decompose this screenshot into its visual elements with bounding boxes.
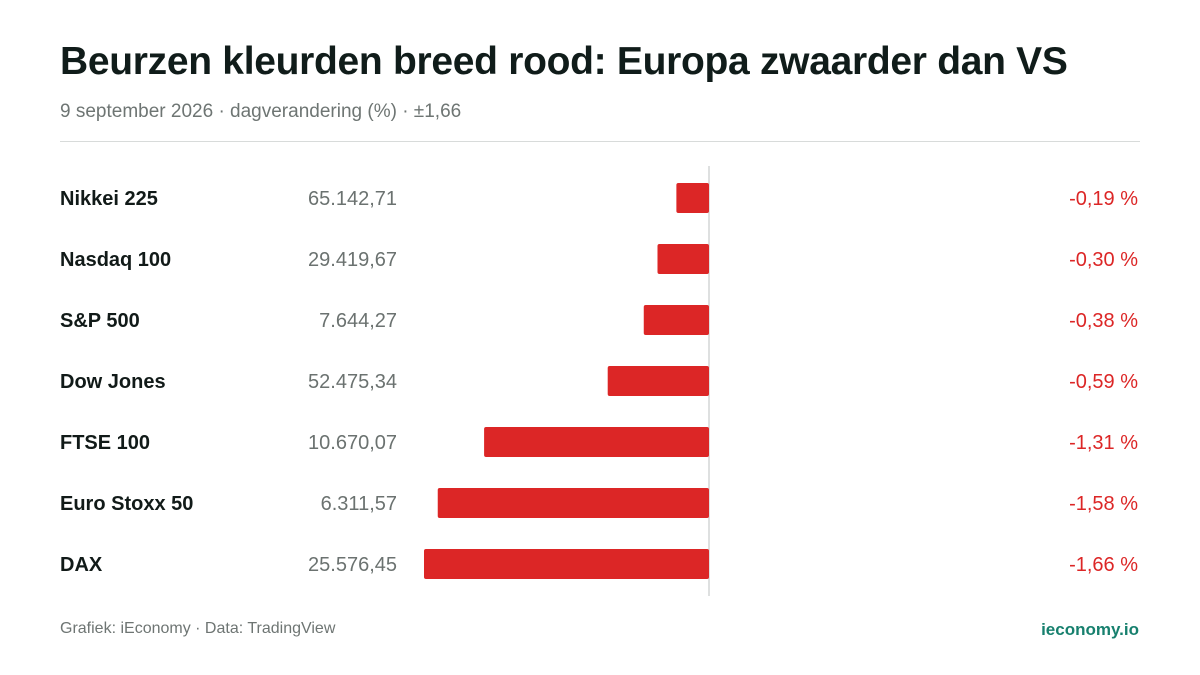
index-name-label: Euro Stoxx 50 xyxy=(60,493,193,515)
index-level-label: 52.475,34 xyxy=(308,371,397,393)
bar xyxy=(484,427,709,457)
header-divider xyxy=(60,141,1140,142)
change-value-label: -0,38 % xyxy=(1069,310,1138,332)
bar xyxy=(607,366,709,396)
index-level-label: 6.311,57 xyxy=(321,493,397,515)
bar xyxy=(424,549,709,579)
change-value-label: -0,59 % xyxy=(1069,371,1138,393)
index-name-label: Nikkei 225 xyxy=(60,188,158,210)
source-credit: Grafiek: iEconomy · Data: TradingView xyxy=(60,620,336,637)
index-level-label: 29.419,67 xyxy=(308,249,397,271)
index-name-label: S&P 500 xyxy=(60,310,140,332)
bar xyxy=(437,488,709,518)
chart-subtitle: 9 september 2026 · dagverandering (%) · … xyxy=(60,101,462,122)
index-name-label: Dow Jones xyxy=(60,371,166,393)
index-name-label: Nasdaq 100 xyxy=(60,249,171,271)
index-name-label: FTSE 100 xyxy=(60,432,150,454)
index-level-label: 10.670,07 xyxy=(308,432,397,454)
change-value-label: -1,66 % xyxy=(1069,554,1138,576)
change-value-label: -0,19 % xyxy=(1069,188,1138,210)
brand-link[interactable]: ieconomy.io xyxy=(1041,620,1139,639)
chart-title: Beurzen kleurden breed rood: Europa zwaa… xyxy=(60,40,1068,83)
bar xyxy=(676,183,709,213)
index-name-label: DAX xyxy=(60,554,103,576)
change-value-label: -1,31 % xyxy=(1069,432,1138,454)
index-level-label: 65.142,71 xyxy=(308,188,397,210)
change-value-label: -1,58 % xyxy=(1069,493,1138,515)
change-value-label: -0,30 % xyxy=(1069,249,1138,271)
bar xyxy=(643,305,709,335)
bar xyxy=(657,244,709,274)
index-level-label: 7.644,27 xyxy=(319,310,397,332)
index-level-label: 25.576,45 xyxy=(308,554,397,576)
